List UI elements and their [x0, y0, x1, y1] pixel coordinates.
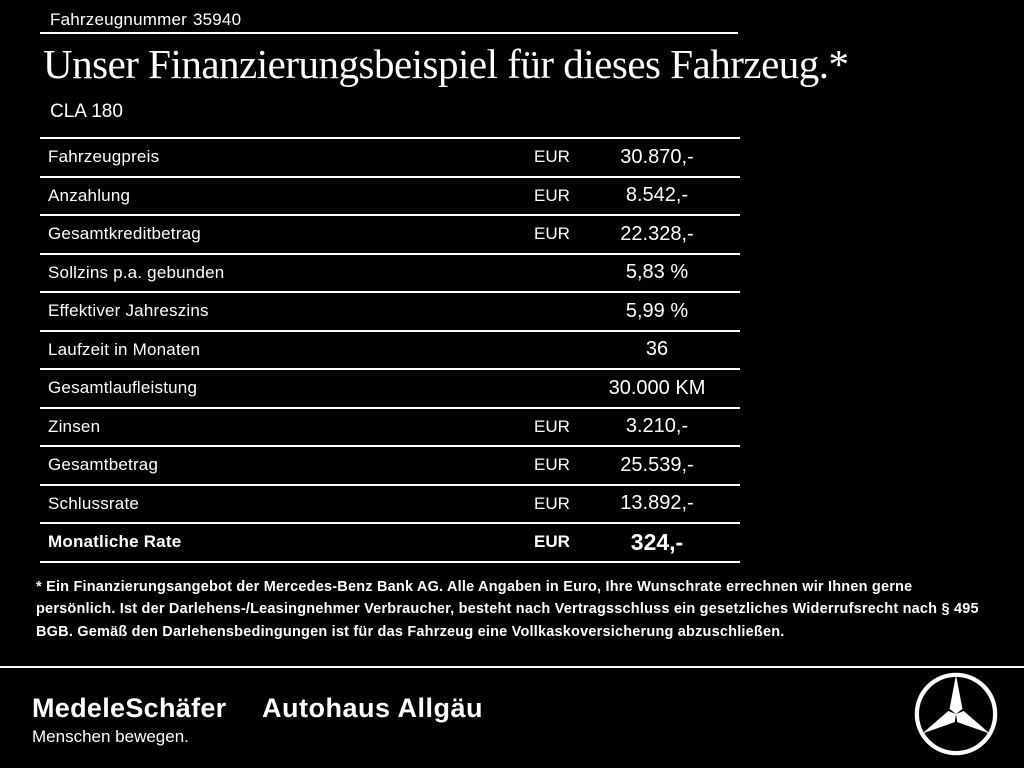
table-row: Effektiver Jahreszins 5,99 %	[40, 291, 740, 330]
row-label: Gesamtbetrag	[48, 455, 159, 475]
row-value: 3.210,-	[625, 415, 689, 438]
dealer-logo-medeleschaefer: MedeleSchäfer	[32, 693, 227, 723]
row-value: 8.542,-	[625, 184, 689, 207]
row-currency: EUR	[534, 416, 570, 436]
vehicle-number-value: 35940	[192, 10, 242, 29]
table-row: Fahrzeugpreis EUR 30.870,-	[40, 137, 740, 176]
legal-footnote: * Ein Finanzierungsangebot der Mercedes-…	[36, 579, 979, 640]
finance-table: Fahrzeugpreis EUR 30.870,- Anzahlung EUR…	[40, 137, 740, 563]
vehicle-number: Fahrzeugnummer 35940	[50, 10, 241, 30]
row-value: 13.892,-	[620, 492, 694, 515]
row-value: 22.328,-	[620, 222, 694, 245]
row-label: Zinsen	[48, 416, 101, 436]
page-title: Unser Finanzierungsbeispiel für dieses F…	[43, 41, 849, 87]
row-currency: EUR	[534, 455, 570, 475]
footer-divider	[0, 666, 1024, 668]
header-divider	[40, 32, 738, 34]
row-label: Fahrzeugpreis	[48, 147, 160, 167]
row-currency: EUR	[534, 532, 570, 552]
model-name: CLA 180	[50, 101, 123, 122]
row-label: Effektiver Jahreszins	[48, 301, 209, 321]
row-currency: EUR	[534, 493, 570, 513]
row-label: Schlussrate	[48, 493, 140, 513]
table-row: Sollzins p.a. gebunden 5,83 %	[40, 252, 740, 292]
row-label: Gesamtlaufleistung	[48, 378, 198, 398]
table-row-monthly-rate: Monatliche Rate EUR 324,-	[40, 522, 740, 563]
row-value: 25.539,-	[620, 453, 694, 476]
row-currency: EUR	[534, 224, 570, 244]
row-currency: EUR	[534, 185, 570, 205]
table-row: Zinsen EUR 3.210,-	[40, 406, 740, 446]
row-value: 36	[645, 338, 669, 361]
row-label: Sollzins p.a. gebunden	[48, 262, 225, 282]
row-label: Laufzeit in Monaten	[48, 339, 201, 359]
row-value: 324,-	[630, 528, 684, 555]
table-row: Anzahlung EUR 8.542,-	[40, 175, 740, 215]
table-row: Gesamtbetrag EUR 25.539,-	[40, 445, 740, 484]
row-label: Monatliche Rate	[48, 532, 182, 552]
dealer-tagline: Menschen bewegen.	[32, 727, 189, 746]
table-row: Schlussrate EUR 13.892,-	[40, 483, 740, 523]
mercedes-star-icon	[913, 671, 999, 757]
row-value: 30.870,-	[620, 145, 694, 168]
row-currency: EUR	[534, 147, 570, 167]
row-value: 5,99 %	[625, 299, 689, 322]
row-value: 30.000 KM	[608, 376, 706, 399]
dealer-logo-autohaus-allgaeu: Autohaus Allgäu	[262, 693, 483, 723]
table-row: Gesamtkreditbetrag EUR 22.328,-	[40, 214, 740, 253]
table-row: Gesamtlaufleistung 30.000 KM	[40, 368, 740, 407]
row-value: 5,83 %	[625, 261, 689, 284]
row-label: Gesamtkreditbetrag	[48, 224, 201, 244]
table-row: Laufzeit in Monaten 36	[40, 329, 740, 369]
vehicle-number-label: Fahrzeugnummer	[50, 10, 187, 29]
row-label: Anzahlung	[48, 185, 131, 205]
